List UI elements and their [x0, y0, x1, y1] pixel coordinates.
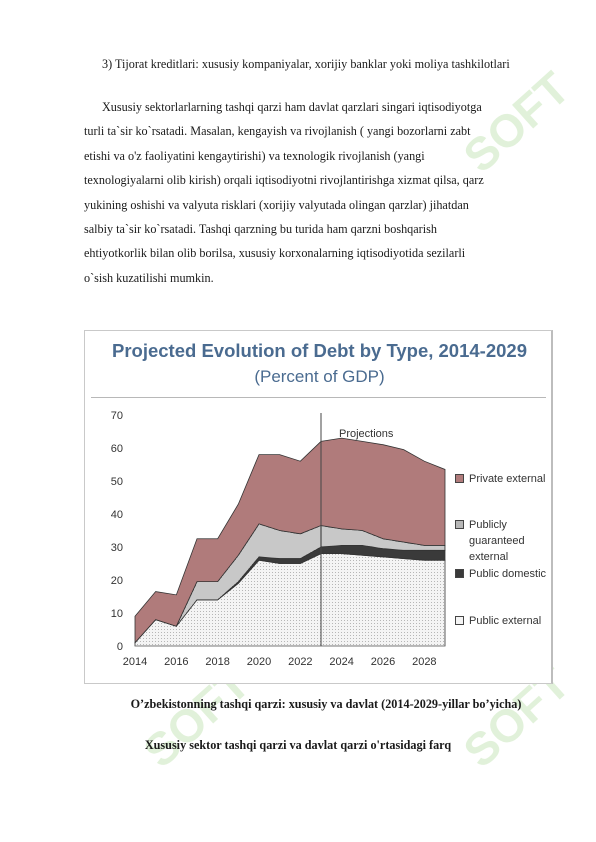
x-tick-label: 2028 [412, 656, 436, 668]
legend-label: Public external [469, 615, 542, 627]
paragraph-line: Xususiy sektorlarlarning tashqi qarzi ha… [102, 100, 482, 114]
x-tick-label: 2022 [288, 656, 312, 668]
projections-annotation: Projections [339, 428, 394, 440]
paragraph-line: salbiy ta`sir ko`rsatadi. Tashqi qarznin… [84, 222, 437, 237]
body-paragraph: Xususiy sektorlarlarning tashqi qarzi ha… [84, 95, 544, 290]
paragraph-line: texnologiyalarni olib kirish) orqali iqt… [84, 173, 484, 188]
paragraph-line: yukining oshishi va valyuta risklari (xo… [84, 197, 469, 212]
chart-title: Projected Evolution of Debt by Type, 201… [112, 340, 527, 361]
x-tick-label: 2016 [164, 656, 188, 668]
legend-label: Private external [469, 473, 546, 485]
chart-subtitle: (Percent of GDP) [254, 367, 385, 386]
y-tick-label: 60 [111, 443, 123, 455]
legend-label: Public domestic [469, 568, 547, 580]
x-tick-label: 2026 [371, 656, 395, 668]
y-tick-label: 70 [111, 410, 123, 422]
y-tick-label: 0 [117, 641, 123, 653]
paragraph-line: o`sish kuzatilishi mumkin. [84, 270, 214, 285]
legend-swatch [455, 474, 464, 483]
paragraph-line: ehtiyotkorlik bilan olib borilsa, xususi… [84, 246, 466, 261]
y-tick-label: 10 [111, 608, 123, 620]
x-tick-label: 2014 [123, 656, 147, 668]
y-tick-label: 20 [111, 575, 123, 587]
y-tick-label: 30 [111, 542, 123, 554]
y-tick-label: 40 [111, 509, 123, 521]
x-tick-label: 2020 [247, 656, 271, 668]
paragraph-line: turli ta`sir ko`rsatadi. Masalan, kengay… [84, 124, 471, 139]
chart-plot-area: Projections 0 10 20 30 40 50 60 70 2014 2016 2018 20… [111, 410, 446, 668]
legend-label: Publicly guaranteed external [469, 519, 525, 563]
legend-swatch [455, 616, 464, 625]
y-tick-label: 50 [111, 476, 123, 488]
figure-subcaption: Xususiy sektor tashqi qarzi va davlat qa… [144, 738, 452, 752]
legend-swatch [455, 569, 464, 578]
chart-title-divider [91, 397, 546, 398]
figure-caption: O’zbekistonning tashqi qarzi: xususiy va… [130, 697, 522, 711]
x-tick-label: 2018 [205, 656, 229, 668]
paragraph-line: etishi va o'z faoliyatini kengaytirishi)… [84, 148, 425, 163]
x-tick-label: 2024 [329, 656, 353, 668]
list-item-heading: 3) Tijorat kreditlari: xususiy kompaniya… [102, 57, 510, 71]
debt-chart-figure: Projected Evolution of Debt by Type, 201… [84, 330, 553, 684]
legend-swatch [455, 520, 464, 529]
area-private-external [134, 437, 446, 644]
